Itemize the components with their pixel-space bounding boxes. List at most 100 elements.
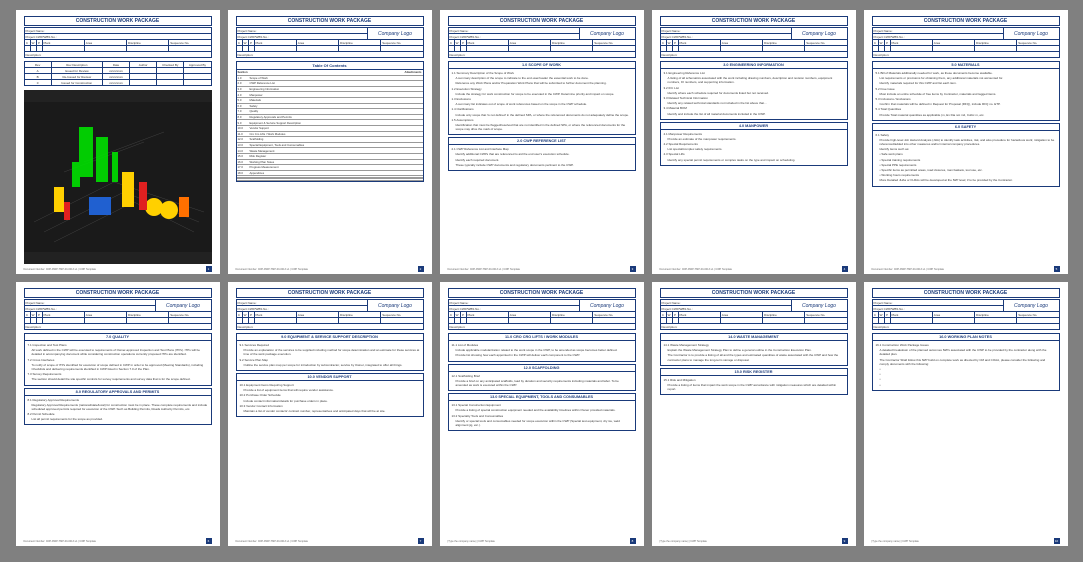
footer: Document Number: CDP-RWP-TMP-00-0013-v1 … [24,538,212,544]
project-name-label: Project Name: [25,300,155,305]
engineering-info-body: 3.1 Engineering Reference ListA listing … [661,69,847,119]
doc-title: CONSTRUCTION WORK PACKAGE [660,288,848,298]
description-label: Description: [237,324,423,329]
footer-text: [Type the company name] | CWP Template [660,540,707,543]
footer: Document Number: CDP-RWP-TMP-00-0013-v1 … [660,266,848,272]
cro-lifts: 11.0 CRO CRO LIFTS / WORK MODULES 11.1 L… [448,333,636,362]
rev-row-2: 0Issued for Construction xx/xx/xxxx [24,80,212,86]
description-label: Description: [25,52,211,57]
isometric-model-image [24,90,212,264]
scaffolding-title: 12.0 SCAFFOLDING [449,365,635,372]
vendor-support-title: 10.0 VENDOR SUPPORT [237,374,423,381]
col-area: Area [85,40,127,45]
cwp-wbs-label: Project CWP/WBS No.: [237,306,367,311]
description-label: Description: [449,324,635,329]
cwp-reference-list-body: 2.1 CWP Reference List and Interface Map… [449,145,635,170]
risk-register-title: 15.0 RISK REGISTER [661,369,847,376]
footer-text: [Type the company name] | CWP Template [872,540,919,543]
working-plan-notes-title: 16.0 WORKING PLAN NOTES [873,334,1059,341]
doc-title: CONSTRUCTION WORK PACKAGE [24,16,212,26]
project-name-label: Project Name: [25,28,211,33]
page-number: 6 [206,538,212,544]
company-logo: Company Logo [1004,300,1059,311]
cwp-wbs-label: Project CWP/WBS No.: [449,306,579,311]
page-8: CONSTRUCTION WORK PACKAGE Project Name: … [440,282,644,546]
company-logo: Company Logo [368,300,423,311]
cwp-wbs-label: Project CWP/WBS No.: [449,34,579,39]
col-discipline: Discipline [127,40,169,45]
page-1: CONSTRUCTION WORK PACKAGE Project Name: … [16,10,220,274]
scope-of-work-title: 1.0 SCOPE OF WORK [449,62,635,69]
cwp-wbs-label: Project CWP/WBS No.: [873,34,1003,39]
manpower-body: 4.1 Manpower RequirementsProvide an esti… [661,130,847,165]
page-number: 3 [630,266,636,272]
project-name-label: Project Name: [237,28,367,33]
footer-text: Document Number: CDP-RWP-TMP-00-0013-v1 … [448,268,520,271]
cwp-reference-list: 2.0 CWP REFERENCE LIST 2.1 CWP Reference… [448,137,636,171]
footer: [Type the company name] | CWP Template 8 [448,538,636,544]
materials-body: 5.1 Bill of Materials additionally neede… [873,69,1059,120]
safety-title: 6.0 SAFETY [873,124,1059,131]
regulatory: 8.0 REGULATORY APPROVALS AND PERMITS 8.1… [24,388,212,426]
page-number: 4 [842,266,848,272]
page-number: 10 [1054,538,1060,544]
scaffolding-body: 12.1 Scaffolding BriefProvide a brief on… [449,372,635,391]
project-name-label: Project Name: [873,28,1003,33]
equipment-support: 9.0 EQUIPMENT & SERVICE SUPPORT DESCRIPT… [236,333,424,371]
doc-title: CONSTRUCTION WORK PACKAGE [872,16,1060,26]
footer: Document Number: CDP-RWP-TMP-00-0013-v1 … [872,266,1060,272]
materials-title: 5.0 MATERIALS [873,62,1059,69]
footer-text: Document Number: CDP-RWP-TMP-00-0013-v1 … [660,268,732,271]
engineering-info-title: 3.0 ENGINEERING INFORMATION [661,62,847,69]
scope-of-work: 1.0 SCOPE OF WORK 1.1 Summary Descriptio… [448,61,636,135]
doc-title: CONSTRUCTION WORK PACKAGE [448,16,636,26]
company-logo: Company Logo [580,28,635,39]
regulatory-body: 8.1 Regulatory Approval RequirementsRegu… [25,396,211,425]
cwp-reference-list-title: 2.0 CWP REFERENCE LIST [449,138,635,145]
toc-title: Table Of Contents [237,62,423,70]
doc-title: CONSTRUCTION WORK PACKAGE [24,288,212,298]
quality: 7.0 QUALITY 7.1 Inspection and Test Plan… [24,333,212,386]
footer-text: Document Number: CDP-RWP-TMP-00-0013-v1 … [236,540,308,543]
page-7: CONSTRUCTION WORK PACKAGE Project Name: … [228,282,432,546]
waste-management-title: 14.0 WASTE MANAGEMENT [661,334,847,341]
description-label: Description: [237,52,423,57]
company-logo: Company Logo [156,300,211,311]
project-name-label: Project Name: [237,300,367,305]
special-equipment: 13.0 SPECIAL EQUIPMENT, TOOLS AND CONSUM… [448,393,636,431]
page-number: 8 [630,538,636,544]
footer: Document Number: CDP-RWP-TMP-00-0013-v1 … [236,538,424,544]
footer: [Type the company name] | CWP Template 1… [872,538,1060,544]
page-number: 7 [418,538,424,544]
waste-management: 14.0 WASTE MANAGEMENT 14.1 Waste Managem… [660,333,848,366]
regulatory-title: 8.0 REGULATORY APPROVALS AND PERMITS [25,389,211,396]
company-logo: Company Logo [580,300,635,311]
engineering-info: 3.0 ENGINEERING INFORMATION 3.1 Engineer… [660,61,848,120]
footer-doc: Document Number: CDP-RWP-TMP-00-0013-v1 … [24,268,96,271]
doc-title: CONSTRUCTION WORK PACKAGE [660,16,848,26]
description-label: Description: [661,324,847,329]
cwp-wbs-label: Project CWP/WBS No.: [25,306,155,311]
cwp-wbs-label: Project CWP/WBS No.: [661,306,791,311]
working-plan-notes: 16.0 WORKING PLAN NOTES 16.1 Constructio… [872,333,1060,391]
description-label: Description: [449,52,635,57]
cwp-wbs-label: Project CWP/WBS No.: [25,34,211,39]
page-number: 1 [206,266,212,272]
vendor-support: 10.0 VENDOR SUPPORT 10.1 Equipment Items… [236,373,424,417]
col-plant: Plant [43,40,85,45]
company-logo: Company Logo [792,300,847,311]
doc-title: CONSTRUCTION WORK PACKAGE [236,288,424,298]
project-name-label: Project Name: [661,28,791,33]
description-label: Description: [25,324,211,329]
scaffolding: 12.0 SCAFFOLDING 12.1 Scaffolding BriefP… [448,364,636,392]
hdr-project-row: Project Name: [24,27,212,34]
page-5: CONSTRUCTION WORK PACKAGE Project Name: … [864,10,1068,274]
safety-body: 6.1 SafetyProvide high-level Job Hazard … [873,131,1059,186]
vendor-support-body: 10.1 Equipment Items Requiring SupportPr… [237,381,423,416]
manpower: 4.0 MANPOWER 4.1 Manpower RequirementsPr… [660,122,848,166]
page-number: 5 [1054,266,1060,272]
cro-lifts-body: 11.1 List of ModulesInclude applicable m… [449,341,635,361]
doc-title: CONSTRUCTION WORK PACKAGE [872,288,1060,298]
page-6: CONSTRUCTION WORK PACKAGE Project Name: … [16,282,220,546]
description-label: Description: [873,324,1059,329]
